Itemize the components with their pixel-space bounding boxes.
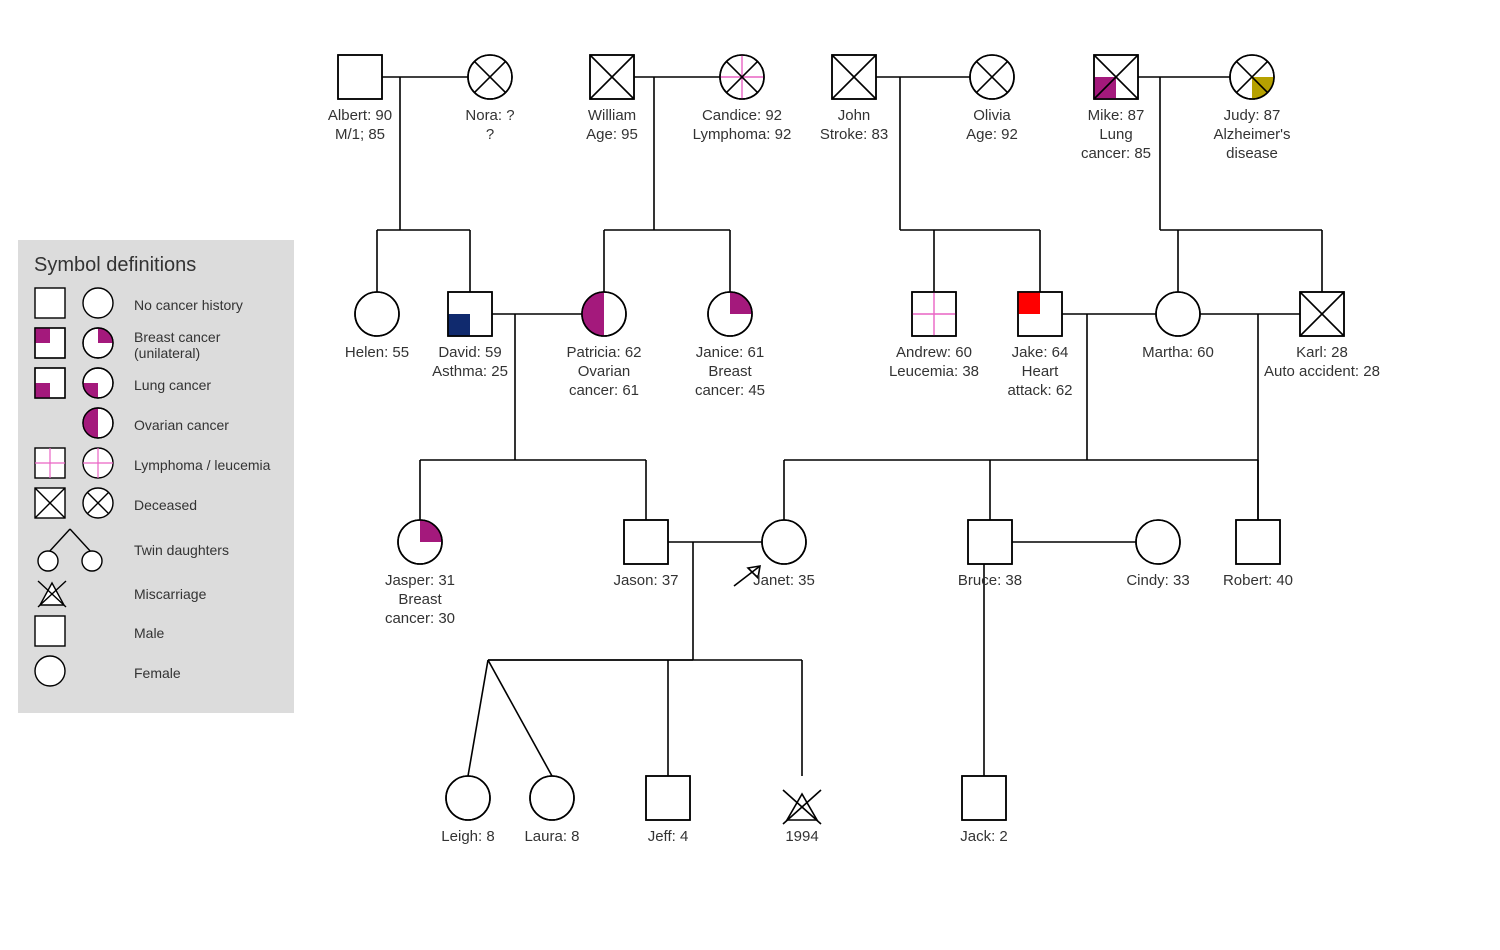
legend-icon-female_plain bbox=[82, 287, 114, 323]
legend-label: Miscarriage bbox=[134, 586, 206, 602]
legend-row: No cancer history bbox=[34, 287, 278, 323]
legend-label: Lymphoma / leucemia bbox=[134, 457, 270, 473]
legend-icon-female_ovarian bbox=[82, 407, 114, 443]
label-jasper: Jasper: 31 Breast cancer: 30 bbox=[330, 572, 510, 628]
legend-icon-miscarriage bbox=[34, 577, 70, 611]
legend-icon-male_lung bbox=[34, 367, 66, 403]
legend-row: Breast cancer (unilateral) bbox=[34, 327, 278, 363]
label-bruce: Bruce: 38 bbox=[900, 572, 1080, 591]
legend-label: Breast cancer (unilateral) bbox=[134, 329, 220, 361]
legend-label: Ovarian cancer bbox=[134, 417, 229, 433]
label-janet: Janet: 35 bbox=[694, 572, 874, 591]
label-janice: Janice: 61 Breast cancer: 45 bbox=[640, 344, 820, 400]
legend-icon-male_deceased bbox=[34, 487, 66, 523]
legend-row: Female bbox=[34, 655, 278, 691]
legend-row: Lymphoma / leucemia bbox=[34, 447, 278, 483]
legend-title: Symbol definitions bbox=[34, 254, 278, 277]
legend-row: Miscarriage bbox=[34, 577, 278, 611]
legend-row: Twin daughters bbox=[34, 527, 278, 573]
legend-label: Female bbox=[134, 665, 181, 681]
legend-label: Deceased bbox=[134, 497, 197, 513]
legend-icon-male_plain bbox=[34, 287, 66, 323]
legend-row: Male bbox=[34, 615, 278, 651]
legend-icon-female_lung bbox=[82, 367, 114, 403]
legend-row: Ovarian cancer bbox=[34, 407, 278, 443]
legend-icon-male_leucemia bbox=[34, 447, 66, 483]
label-jack: Jack: 2 bbox=[894, 828, 1074, 847]
legend-icon-spacer bbox=[34, 407, 66, 443]
legend-label: Lung cancer bbox=[134, 377, 211, 393]
legend-icon-female_plain bbox=[34, 655, 66, 691]
legend-label: No cancer history bbox=[134, 297, 243, 313]
legend-icon-male_plain bbox=[34, 615, 66, 651]
legend-row: Lung cancer bbox=[34, 367, 278, 403]
legend-row: Deceased bbox=[34, 487, 278, 523]
label-misc: 1994 bbox=[712, 828, 892, 847]
legend-icon-female_leucemia bbox=[82, 447, 114, 483]
legend-panel: Symbol definitions No cancer history Brea… bbox=[18, 240, 294, 713]
label-karl: Karl: 28 Auto accident: 28 bbox=[1232, 344, 1412, 382]
legend-icon-female_breast bbox=[82, 327, 114, 363]
legend-label: Male bbox=[134, 625, 164, 641]
legend-icon-male_breast bbox=[34, 327, 66, 363]
label-judy: Judy: 87 Alzheimer's disease bbox=[1162, 107, 1342, 163]
legend-icon-female_deceased bbox=[82, 487, 114, 523]
legend-label: Twin daughters bbox=[134, 542, 229, 558]
legend-icon-twin_daughters bbox=[34, 527, 106, 573]
label-robert: Robert: 40 bbox=[1168, 572, 1348, 591]
